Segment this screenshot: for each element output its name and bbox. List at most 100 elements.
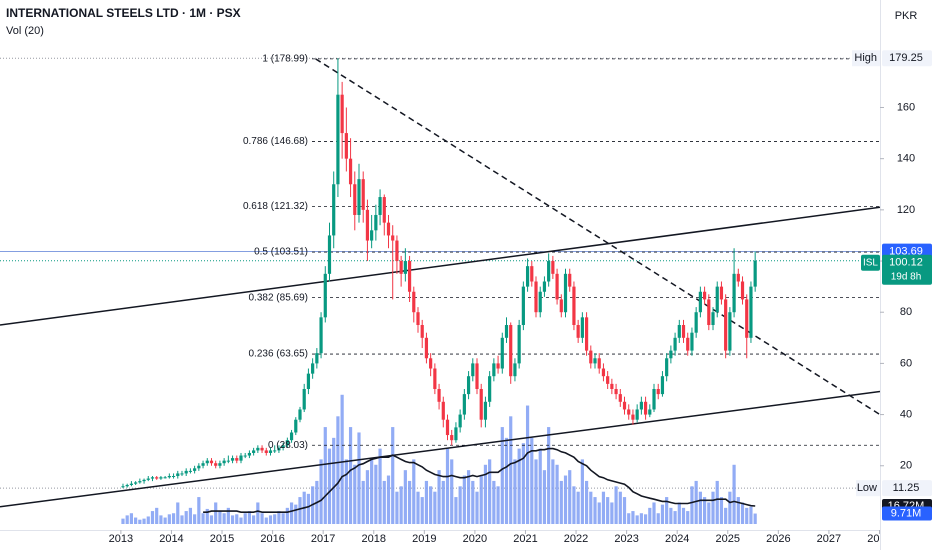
volume-bar [593, 497, 597, 524]
candle-body [606, 376, 610, 384]
volume-bar [134, 517, 138, 524]
volume-bar [652, 502, 656, 524]
candle-body [462, 394, 466, 415]
candle-body [568, 273, 572, 287]
volume-bar [547, 427, 551, 524]
candle-body [361, 179, 365, 210]
volume-bar [656, 513, 660, 524]
candle-body [711, 312, 715, 326]
volume-bar [618, 491, 622, 524]
candle-body [563, 273, 568, 313]
candle-body [260, 447, 264, 451]
volume-bar [205, 508, 209, 524]
candle-body [193, 468, 197, 471]
candle-body [669, 350, 673, 359]
x-tick-label: 2013 [109, 533, 133, 545]
candle-body [652, 388, 656, 410]
volume-bar [732, 464, 736, 524]
candle-body [176, 473, 180, 477]
volume-bar [740, 502, 745, 524]
high-label-box [852, 50, 880, 67]
candle-body [736, 273, 740, 282]
volume-bar [344, 459, 348, 524]
volume-bar [222, 513, 226, 524]
x-tick-label: 2026 [766, 533, 790, 545]
candle-body [732, 273, 736, 313]
candle-body [357, 179, 361, 215]
candle-body [209, 460, 214, 464]
candle-body [146, 478, 150, 480]
candle-body [513, 363, 517, 377]
candle-body [230, 458, 235, 461]
volume-bar [551, 459, 555, 524]
candle-body [273, 450, 277, 452]
candle-body [184, 470, 188, 474]
volume-bar [281, 513, 285, 524]
volume-bar [534, 459, 538, 524]
volume-bar [441, 480, 445, 524]
volume-bar [479, 475, 483, 524]
candle-body [648, 409, 652, 415]
volume-bar [298, 497, 302, 524]
x-tick-label: 2027 [817, 533, 841, 545]
candle-body [218, 463, 222, 466]
volume-bar [635, 515, 639, 524]
volume-bar [256, 502, 260, 524]
volume-bar [500, 427, 504, 524]
volume-bar [235, 514, 239, 524]
volume-bar [610, 502, 614, 524]
candle-body [686, 337, 690, 351]
volume-bar [197, 497, 201, 524]
fib-label: 0.382 (85.69) [249, 292, 309, 303]
volume-bar [150, 511, 155, 524]
candle-body [243, 455, 247, 457]
candle-body [450, 435, 454, 441]
low-value-box [882, 480, 932, 497]
volume-bar [745, 507, 749, 524]
volume-bar [167, 514, 171, 524]
candle-body [391, 235, 395, 241]
volume-bar [336, 416, 340, 524]
volume-bar [572, 486, 576, 524]
volume-bar [458, 486, 462, 524]
countdown: 19d 8h [891, 271, 922, 282]
candle-body [285, 440, 289, 446]
candle-body [332, 184, 336, 236]
candle-body [627, 409, 631, 415]
volume-bar [201, 513, 205, 524]
candle-body [580, 317, 584, 338]
volume-bar [420, 497, 424, 524]
volume-bar [450, 459, 454, 524]
volume-ma-line [203, 447, 756, 513]
fib-label: 0 (28.03) [268, 440, 308, 451]
candle-body [247, 452, 252, 456]
candle-body [724, 299, 728, 351]
candle-body [281, 445, 285, 448]
volume-bar [753, 513, 757, 524]
volume-bar [471, 480, 475, 524]
candle-body [445, 419, 450, 436]
candle-body [129, 483, 134, 485]
volume-bar [538, 448, 542, 524]
candle-body [466, 376, 471, 395]
candle-body [348, 158, 353, 185]
volume-bar [243, 513, 247, 524]
volume-bar [631, 511, 635, 524]
candle-body [180, 473, 184, 475]
x-tick-label: 2019 [412, 533, 436, 545]
candle-body [336, 94, 340, 185]
volume-bar [559, 480, 563, 524]
candle-body [277, 447, 281, 451]
volume-tag: 9.71M [891, 507, 922, 519]
high-value-box [882, 50, 932, 67]
volume-bar [724, 507, 728, 524]
volume-bar [665, 497, 669, 524]
candle-body [298, 409, 302, 420]
candle-body [707, 299, 711, 326]
candle-body [551, 261, 555, 274]
candle-body [471, 363, 475, 377]
volume-bar [429, 486, 433, 524]
volume-bar [180, 515, 184, 524]
candle-body [399, 261, 403, 274]
volume-bar [702, 497, 707, 524]
